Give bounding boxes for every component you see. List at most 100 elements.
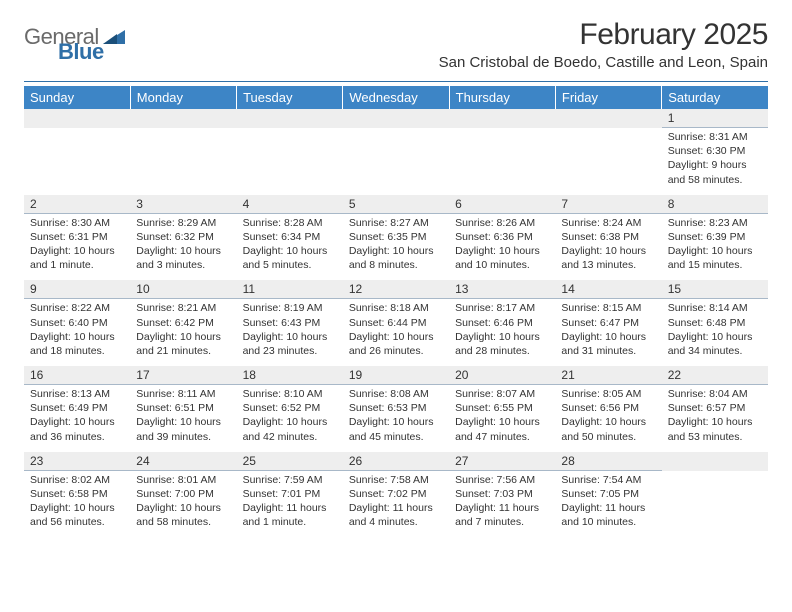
daylight-text: Daylight: 10 hours and 23 minutes. [243, 330, 337, 358]
day-detail-cell: Sunrise: 8:28 AMSunset: 6:34 PMDaylight:… [237, 213, 343, 280]
day-detail-cell: Sunrise: 8:31 AMSunset: 6:30 PMDaylight:… [662, 128, 768, 195]
sunrise-text: Sunrise: 8:01 AM [136, 473, 230, 487]
day-detail-cell: Sunrise: 8:30 AMSunset: 6:31 PMDaylight:… [24, 213, 130, 280]
day-number-cell: 14 [555, 280, 661, 299]
day-number-cell: 25 [237, 452, 343, 471]
weekday-header-row: Sunday Monday Tuesday Wednesday Thursday… [24, 86, 768, 109]
day-detail-row: Sunrise: 8:13 AMSunset: 6:49 PMDaylight:… [24, 385, 768, 452]
sunset-text: Sunset: 6:43 PM [243, 316, 337, 330]
weekday-header: Friday [555, 86, 661, 109]
sunrise-text: Sunrise: 8:23 AM [668, 216, 762, 230]
daylight-text: Daylight: 10 hours and 53 minutes. [668, 415, 762, 443]
day-number-cell: 17 [130, 366, 236, 385]
daylight-text: Daylight: 9 hours and 58 minutes. [668, 158, 762, 186]
weekday-header: Monday [130, 86, 236, 109]
sunrise-text: Sunrise: 8:05 AM [561, 387, 655, 401]
day-detail-row: Sunrise: 8:02 AMSunset: 6:58 PM Daylight:… [24, 470, 768, 537]
day-number-cell: 19 [343, 366, 449, 385]
sunset-text: Sunset: 6:35 PM [349, 230, 443, 244]
day-number-cell: 2 [24, 195, 130, 214]
day-number-cell: 11 [237, 280, 343, 299]
sunrise-text: Sunrise: 8:22 AM [30, 301, 124, 315]
day-number-cell: 10 [130, 280, 236, 299]
logo-triangle-icon [103, 26, 125, 49]
daylight-text: Daylight: 10 hours and 26 minutes. [349, 330, 443, 358]
daylight-text: Daylight: 10 hours and 1 minute. [30, 244, 124, 272]
sunset-text: Sunset: 6:52 PM [243, 401, 337, 415]
day-number-cell: 5 [343, 195, 449, 214]
daylight-text: Daylight: 10 hours and 15 minutes. [668, 244, 762, 272]
day-detail-cell: Sunrise: 7:54 AMSunset: 7:05 PMDaylight:… [555, 470, 661, 537]
daylight-text: Daylight: 11 hours and 10 minutes. [561, 501, 655, 529]
day-number-cell: 6 [449, 195, 555, 214]
sunrise-text: Sunrise: 8:10 AM [243, 387, 337, 401]
day-detail-cell: Sunrise: 8:10 AMSunset: 6:52 PMDaylight:… [237, 385, 343, 452]
daylight-text: Daylight: 10 hours and 5 minutes. [243, 244, 337, 272]
sunset-text: Sunset: 6:57 PM [668, 401, 762, 415]
sunrise-text: Sunrise: 8:07 AM [455, 387, 549, 401]
day-number-cell [449, 109, 555, 128]
sunrise-text: Sunrise: 8:31 AM [668, 130, 762, 144]
day-number-cell: 9 [24, 280, 130, 299]
day-detail-cell [555, 128, 661, 195]
day-detail-cell: Sunrise: 7:58 AMSunset: 7:02 PMDaylight:… [343, 470, 449, 537]
day-detail-cell: Sunrise: 8:23 AMSunset: 6:39 PMDaylight:… [662, 213, 768, 280]
day-detail-cell: Sunrise: 8:02 AMSunset: 6:58 PMDaylight:… [24, 470, 130, 537]
sunset-text: Sunset: 6:48 PM [668, 316, 762, 330]
sunrise-text: Sunrise: 7:59 AM [243, 473, 337, 487]
day-number-cell [237, 109, 343, 128]
day-detail-cell: Sunrise: 8:13 AMSunset: 6:49 PMDaylight:… [24, 385, 130, 452]
sunrise-text: Sunrise: 8:26 AM [455, 216, 549, 230]
sunrise-text: Sunrise: 8:08 AM [349, 387, 443, 401]
title-block: February 2025 San Cristobal de Boedo, Ca… [439, 18, 768, 71]
logo-text-blue: Blue [24, 39, 104, 64]
daylight-text: Daylight: 10 hours and 8 minutes. [349, 244, 443, 272]
day-number-cell [130, 109, 236, 128]
day-number-cell: 7 [555, 195, 661, 214]
day-detail-cell: Sunrise: 8:24 AMSunset: 6:38 PMDaylight:… [555, 213, 661, 280]
day-number-row: 232425262728 [24, 452, 768, 471]
day-number-cell: 1 [662, 109, 768, 128]
weekday-header: Wednesday [343, 86, 449, 109]
sunrise-text: Sunrise: 8:02 AM [30, 473, 124, 487]
sunrise-text: Sunrise: 8:27 AM [349, 216, 443, 230]
day-detail-cell: Sunrise: 8:22 AMSunset: 6:40 PMDaylight:… [24, 299, 130, 366]
daylight-text: Daylight: 10 hours and 36 minutes. [30, 415, 124, 443]
sunrise-text: Sunrise: 8:28 AM [243, 216, 337, 230]
sunset-text: Sunset: 7:05 PM [561, 487, 655, 501]
sunset-text: Sunset: 6:55 PM [455, 401, 549, 415]
daylight-text: Daylight: 11 hours and 7 minutes. [455, 501, 549, 529]
day-number-cell: 22 [662, 366, 768, 385]
day-number-cell: 15 [662, 280, 768, 299]
daylight-text: Daylight: 11 hours and 1 minute. [243, 501, 337, 529]
sunset-text: Sunset: 6:47 PM [561, 316, 655, 330]
day-detail-cell: Sunrise: 8:08 AMSunset: 6:53 PMDaylight:… [343, 385, 449, 452]
day-number-cell: 12 [343, 280, 449, 299]
day-detail-cell: Sunrise: 8:07 AMSunset: 6:55 PMDaylight:… [449, 385, 555, 452]
sunrise-text: Sunrise: 7:56 AM [455, 473, 549, 487]
sunrise-text: Sunrise: 8:30 AM [30, 216, 124, 230]
day-number-cell: 26 [343, 452, 449, 471]
day-detail-cell: Sunrise: 8:18 AMSunset: 6:44 PMDaylight:… [343, 299, 449, 366]
day-number-cell: 28 [555, 452, 661, 471]
sunset-text: Sunset: 6:42 PM [136, 316, 230, 330]
calendar-body: 1 Sunrise: 8:31 AMSunset: 6:30 PMDayligh… [24, 109, 768, 537]
day-number-cell: 13 [449, 280, 555, 299]
weekday-header: Sunday [24, 86, 130, 109]
sunset-text: Sunset: 6:39 PM [668, 230, 762, 244]
sunset-text: Sunset: 6:31 PM [30, 230, 124, 244]
daylight-text: Daylight: 10 hours and 34 minutes. [668, 330, 762, 358]
day-detail-cell [343, 128, 449, 195]
sunset-text: Sunset: 7:00 PM [136, 487, 230, 501]
sunset-text: Sunset: 7:01 PM [243, 487, 337, 501]
day-detail-row: Sunrise: 8:31 AMSunset: 6:30 PMDaylight:… [24, 128, 768, 195]
day-detail-cell: Sunrise: 8:29 AMSunset: 6:32 PMDaylight:… [130, 213, 236, 280]
sunset-text: Sunset: 6:58 PM [30, 487, 124, 501]
sunset-text: Sunset: 6:44 PM [349, 316, 443, 330]
day-number-cell: 18 [237, 366, 343, 385]
sunrise-text: Sunrise: 8:04 AM [668, 387, 762, 401]
sunset-text: Sunset: 6:49 PM [30, 401, 124, 415]
day-detail-row: Sunrise: 8:22 AMSunset: 6:40 PMDaylight:… [24, 299, 768, 366]
sunset-text: Sunset: 6:34 PM [243, 230, 337, 244]
day-detail-cell [130, 128, 236, 195]
